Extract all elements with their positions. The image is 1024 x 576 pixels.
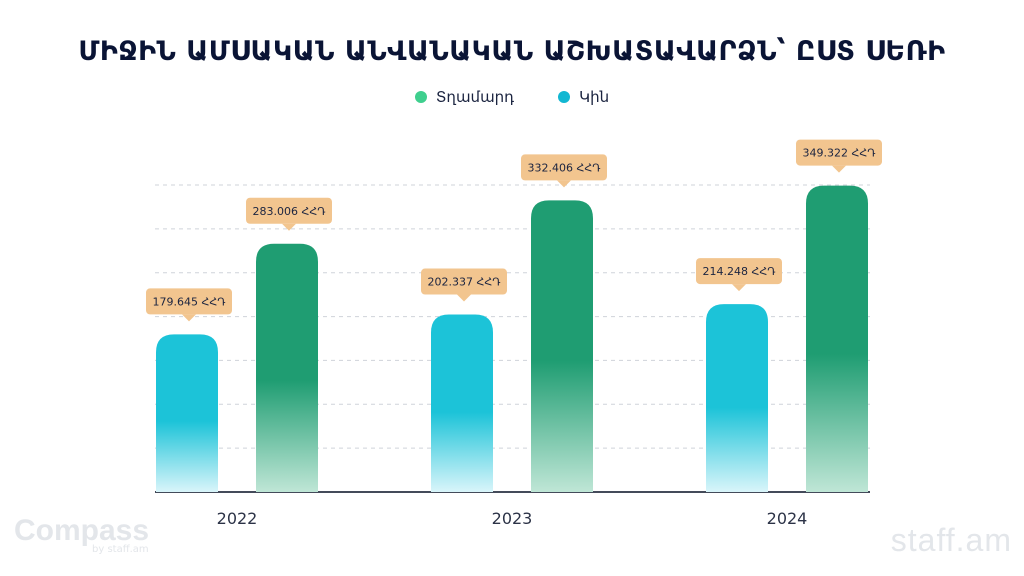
legend-label-men: Տղամարդ bbox=[435, 88, 515, 106]
bar-women-2023 bbox=[431, 314, 493, 492]
staffam-logo: staff.am bbox=[890, 522, 1012, 558]
data-label-men-2024: 349.322 ՀՀԴ bbox=[796, 139, 882, 173]
legend-label-women: Կին bbox=[579, 88, 610, 106]
svg-text:332.406 ՀՀԴ: 332.406 ՀՀԴ bbox=[527, 161, 600, 174]
x-tick-label-2023: 2023 bbox=[492, 509, 533, 528]
bar-men-2023 bbox=[531, 200, 593, 493]
data-label-women-2023: 202.337 ՀՀԴ bbox=[421, 268, 507, 302]
x-tick-label-2022: 2022 bbox=[217, 509, 258, 528]
svg-text:202.337 ՀՀԴ: 202.337 ՀՀԴ bbox=[427, 276, 500, 289]
legend-swatch-men bbox=[414, 91, 427, 103]
compass-logo: Compass by staff.am bbox=[14, 514, 149, 555]
data-label-men-2022: 283.006 ՀՀԴ bbox=[246, 197, 332, 231]
svg-text:283.006 ՀՀԴ: 283.006 ՀՀԴ bbox=[252, 205, 325, 218]
compass-logo-text: Compass bbox=[14, 514, 150, 547]
data-label-women-2024: 214.248 ՀՀԴ bbox=[696, 258, 782, 292]
legend-item-women: Կին bbox=[558, 88, 609, 106]
bar-men-2024 bbox=[806, 185, 868, 492]
svg-text:214.248 ՀՀԴ: 214.248 ՀՀԴ bbox=[702, 265, 775, 278]
bar-men-2022 bbox=[256, 243, 318, 492]
svg-text:349.322 ՀՀԴ: 349.322 ՀՀԴ bbox=[802, 147, 875, 160]
compass-logo-subtext: by staff.am bbox=[92, 544, 149, 555]
chart-legend: Տղամարդ Կին bbox=[0, 88, 1024, 106]
legend-swatch-women bbox=[558, 91, 571, 103]
bar-women-2024 bbox=[706, 304, 768, 492]
data-label-men-2023: 332.406 ՀՀԴ bbox=[521, 154, 607, 188]
legend-item-men: Տղամարդ bbox=[414, 88, 515, 106]
bar-women-2022 bbox=[156, 334, 218, 492]
x-tick-label-2024: 2024 bbox=[767, 509, 808, 528]
chart-title: ՄԻՋԻՆ ԱՄՍԱԿԱՆ ԱՆՎԱՆԱԿԱՆ ԱՇԽԱՏԱՎԱՐՁՆ՝ ԸՍՏ… bbox=[78, 36, 946, 67]
data-label-women-2022: 179.645 ՀՀԴ bbox=[146, 288, 232, 322]
svg-text:179.645 ՀՀԴ: 179.645 ՀՀԴ bbox=[152, 295, 225, 308]
